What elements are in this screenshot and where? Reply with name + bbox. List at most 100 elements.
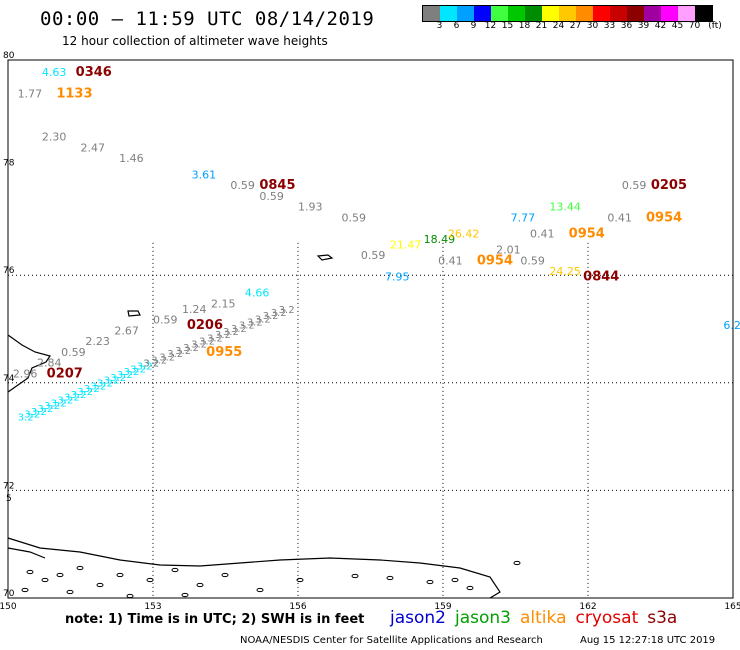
- color-swatch: [559, 6, 576, 21]
- time-label: 0955: [206, 345, 242, 360]
- time-label: 0844: [583, 270, 619, 285]
- island-outline: [386, 575, 394, 581]
- island-outline: [296, 577, 304, 583]
- color-scale-label: 18: [518, 21, 531, 31]
- satellite-cryosat: cryosat: [575, 608, 639, 628]
- footer-credit: NOAA/NESDIS Center for Satellite Applica…: [240, 635, 543, 646]
- lon-tick-label: 153: [144, 602, 161, 612]
- swh-label: 1.24: [182, 303, 207, 316]
- swh-label: 0.59: [342, 211, 367, 224]
- satellite-altika: altika: [520, 608, 567, 628]
- color-scale-label: 45: [671, 21, 684, 31]
- color-scale-label: 6: [453, 21, 460, 31]
- color-swatch: [474, 6, 491, 21]
- swh-label: 0.59: [153, 314, 178, 327]
- track-label-cluster: 3.2: [137, 361, 153, 372]
- track-label-cluster: 3.2: [263, 311, 279, 322]
- time-label: 0346: [76, 65, 112, 80]
- swh-label: 26.42: [448, 228, 480, 241]
- page-subtitle: 12 hour collection of altimeter wave hei…: [62, 34, 328, 48]
- track-label-cluster: 3.2: [183, 343, 199, 354]
- color-swatch: [457, 6, 474, 21]
- track-label-cluster: 3.2: [57, 395, 73, 406]
- color-swatch: [542, 6, 559, 21]
- swh-label: 2.47: [81, 141, 106, 154]
- swh-label: 0.41: [607, 211, 632, 224]
- track-label-cluster: 3.2: [123, 367, 139, 378]
- swh-label: 2.15: [211, 297, 236, 310]
- color-scale-label: 15: [501, 21, 514, 31]
- swh-label: 24.25: [549, 265, 581, 278]
- swh-label: 2.67: [114, 324, 139, 337]
- color-swatch: [423, 6, 440, 21]
- color-scale-label: 24: [552, 21, 565, 31]
- swh-label: 2.96: [13, 367, 38, 380]
- island-outline: [56, 572, 64, 578]
- color-scale-label: 33: [603, 21, 616, 31]
- swh-label: 0.59: [230, 179, 255, 192]
- island-outline: [171, 567, 179, 573]
- island-outline: [451, 577, 459, 583]
- track-label-cluster: 3.2: [167, 349, 183, 360]
- coastline: [7, 547, 46, 559]
- color-scale-label: 27: [569, 21, 582, 31]
- island-outline: [513, 560, 521, 566]
- swh-label: 1.46: [119, 152, 143, 165]
- time-label: 0206: [187, 318, 223, 333]
- track-label-cluster: 3.2: [104, 376, 120, 387]
- lat-tick-label: 80: [3, 51, 15, 61]
- swh-label: 2.84: [37, 357, 62, 370]
- track-label-cluster: 3.2: [207, 333, 223, 344]
- island-outline: [221, 572, 229, 578]
- island-outline: [26, 569, 34, 575]
- island-outline: [41, 577, 49, 583]
- time-label: 1133: [56, 87, 92, 102]
- track-label-cluster: 3.2: [77, 387, 93, 398]
- color-scale-label: 42: [654, 21, 667, 31]
- coastline: [7, 334, 51, 393]
- page-title: 00:00 – 11:59 UTC 08/14/2019: [40, 8, 375, 30]
- color-swatch: [678, 6, 695, 21]
- color-scale-unit: (ft): [708, 21, 722, 31]
- color-swatch: [440, 6, 457, 21]
- swh-label: 3.61: [192, 168, 217, 181]
- swh-label: 2.01: [496, 244, 520, 257]
- coastline: [7, 537, 501, 599]
- color-scale-label: 36: [620, 21, 633, 31]
- color-scale-label: 3: [436, 21, 443, 31]
- lat-tick-label: 78: [3, 159, 15, 169]
- island-outline: [316, 254, 334, 261]
- track-label-cluster: 3.2: [18, 412, 34, 423]
- track-label-cluster: 3.2: [64, 393, 80, 404]
- track-label-cluster: 3.2: [110, 373, 126, 384]
- satellite-jason2: jason2: [390, 608, 446, 628]
- color-scale-label: 39: [637, 21, 650, 31]
- color-swatch: [661, 6, 678, 21]
- color-scale-label: 30: [586, 21, 599, 31]
- swh-label: 0.59: [622, 179, 647, 192]
- track-label-cluster: 3.2: [90, 381, 106, 392]
- color-swatch: [695, 6, 712, 21]
- swh-label: 1.77: [18, 88, 42, 101]
- island-outline: [466, 585, 474, 591]
- color-scale-label: 21: [535, 21, 548, 31]
- swh-label: 21.47: [390, 238, 422, 251]
- color-swatch: [644, 6, 661, 21]
- map-frame: [7, 59, 734, 599]
- track-label-cluster: 3.2: [143, 359, 159, 370]
- island-outline: [146, 577, 154, 583]
- satellite-s3a: s3a: [647, 608, 678, 628]
- track-label-cluster: 3.2: [175, 346, 191, 357]
- swh-label: 13.44: [549, 201, 581, 214]
- track-label-cluster: 3.2: [255, 314, 271, 325]
- track-label-cluster: 3.2: [44, 401, 60, 412]
- color-scale-label: 70: [688, 21, 701, 31]
- track-label-cluster: 3.2: [247, 318, 263, 329]
- color-scale-legend: [422, 5, 713, 22]
- satellite-jason3: jason3: [455, 608, 511, 628]
- island-outline: [116, 572, 124, 578]
- island-outline: [76, 565, 84, 571]
- track-label-cluster: 3.2: [24, 410, 40, 421]
- island-outline: [127, 310, 141, 317]
